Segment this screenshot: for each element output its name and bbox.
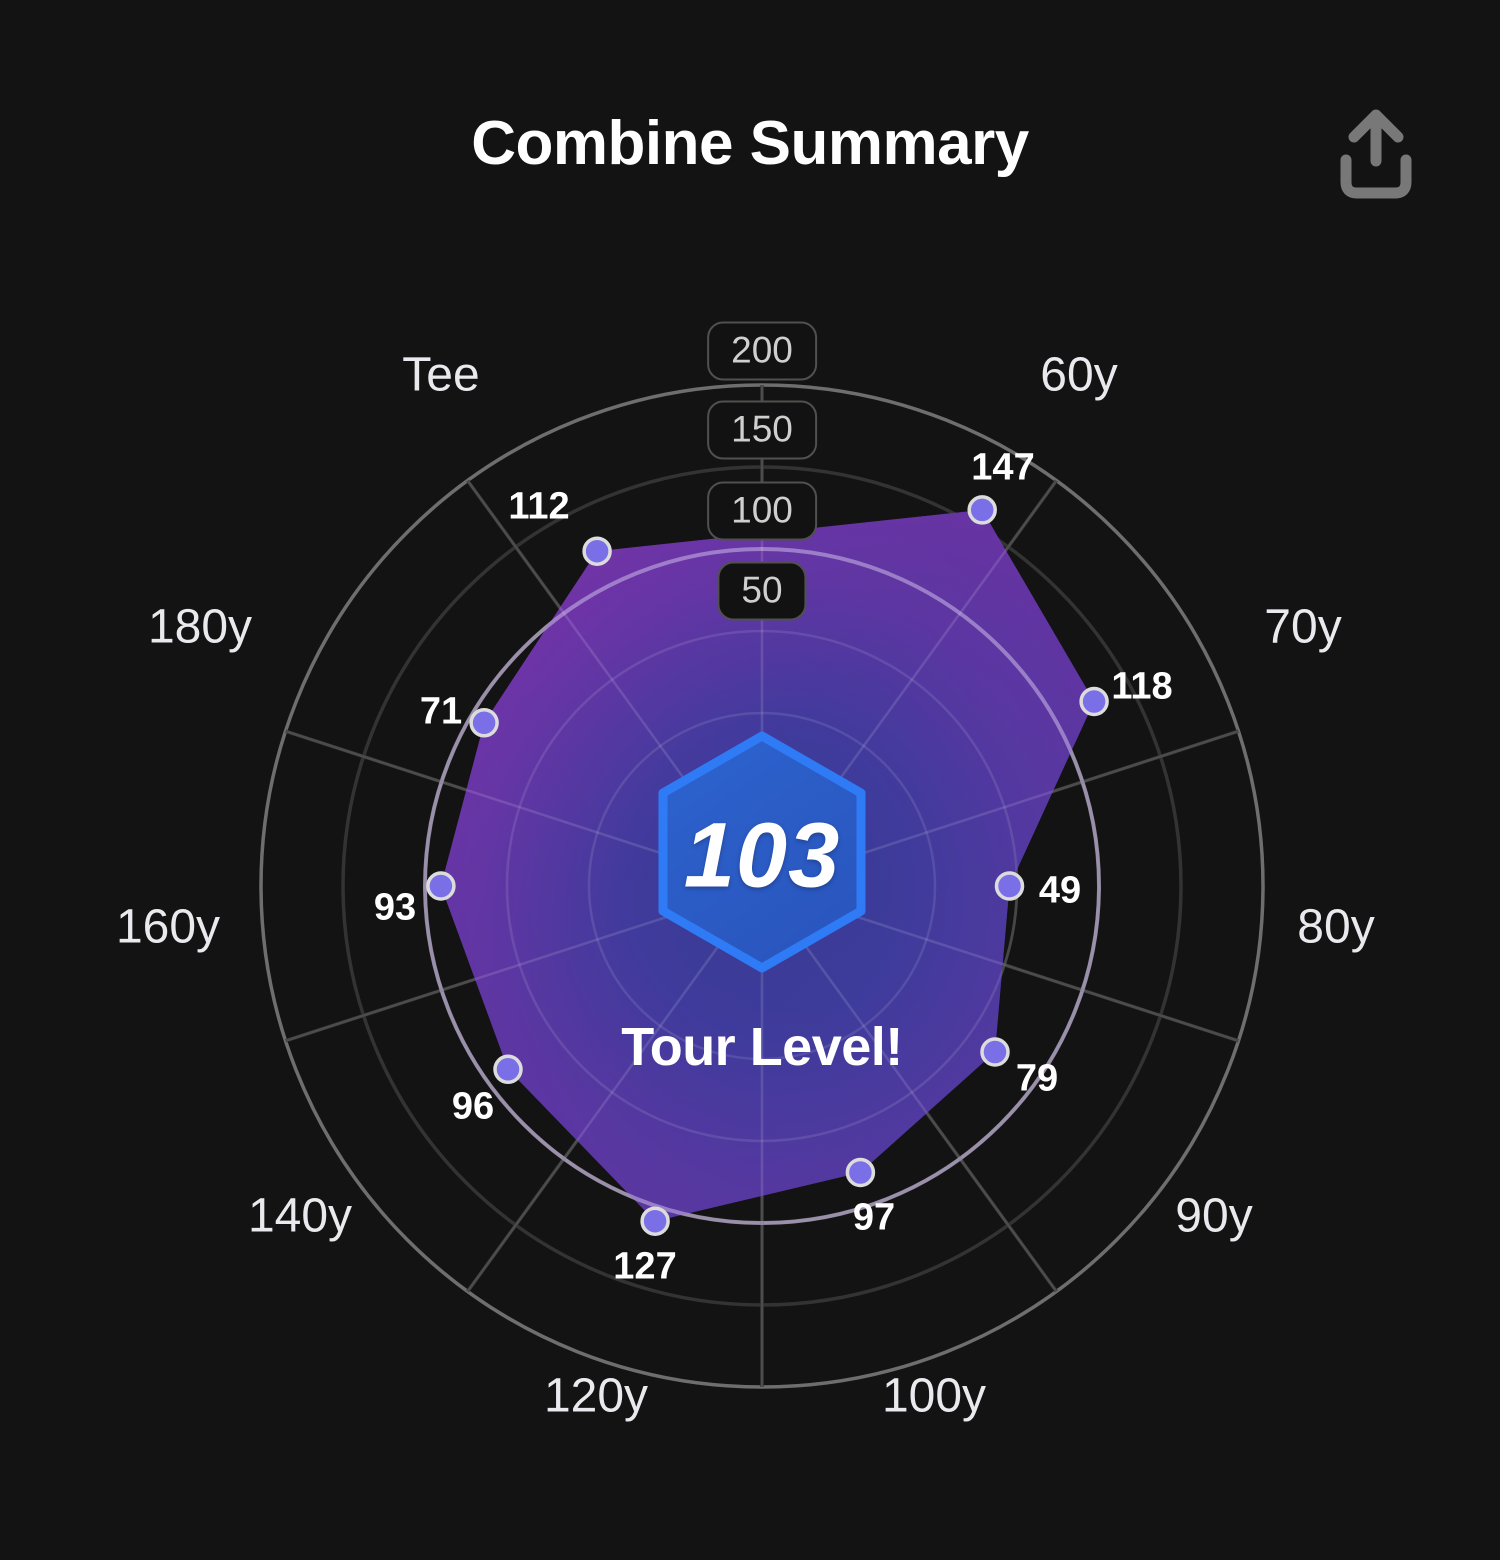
value-label-90y: 79	[1015, 1057, 1059, 1100]
value-label-180y: 71	[419, 690, 463, 733]
data-point-160y	[426, 871, 456, 901]
radial-scale-100: 100	[707, 481, 817, 541]
axis-label-tee: Tee	[402, 348, 480, 402]
axis-label-60y: 60y	[1040, 348, 1118, 402]
data-point-90y	[980, 1037, 1010, 1067]
axis-label-140y: 140y	[247, 1189, 353, 1243]
data-point-100y	[845, 1157, 876, 1188]
header-bar: Combine Summary	[0, 0, 1500, 270]
share-upload-icon	[1340, 109, 1412, 199]
value-label-120y: 127	[613, 1245, 677, 1288]
radial-scale-150: 150	[707, 400, 817, 460]
data-point-tee	[582, 536, 612, 566]
data-point-80y	[994, 871, 1025, 901]
data-point-120y	[640, 1206, 670, 1236]
share-button[interactable]	[1330, 104, 1422, 204]
combine-level-caption: Tour Level!	[621, 1017, 903, 1077]
axis-label-120y: 120y	[543, 1369, 649, 1423]
axis-label-100y: 100y	[881, 1369, 987, 1423]
value-label-80y: 49	[1038, 869, 1082, 912]
page-title: Combine Summary	[471, 109, 1029, 178]
value-label-tee: 112	[508, 485, 570, 528]
value-label-140y: 96	[451, 1085, 495, 1128]
value-label-70y: 118	[1111, 665, 1173, 708]
center-hexagon-badge	[658, 731, 866, 973]
axis-label-160y: 160y	[115, 900, 221, 954]
value-label-100y: 97	[852, 1196, 896, 1239]
data-point-140y	[493, 1054, 523, 1085]
data-point-70y	[1079, 686, 1109, 717]
radar-data-points	[426, 495, 1109, 1236]
value-label-160y: 93	[373, 886, 417, 929]
axis-label-180y: 180y	[147, 600, 253, 654]
data-point-60y	[967, 495, 997, 525]
radial-scale-50: 50	[717, 561, 807, 621]
radial-scale-200: 200	[707, 321, 817, 381]
axis-label-70y: 70y	[1264, 600, 1342, 654]
data-point-180y	[469, 708, 499, 738]
axis-label-80y: 80y	[1297, 900, 1375, 954]
value-label-60y: 147	[971, 446, 1035, 489]
axis-label-90y: 90y	[1175, 1189, 1253, 1243]
combine-score-value: 103	[683, 804, 841, 907]
